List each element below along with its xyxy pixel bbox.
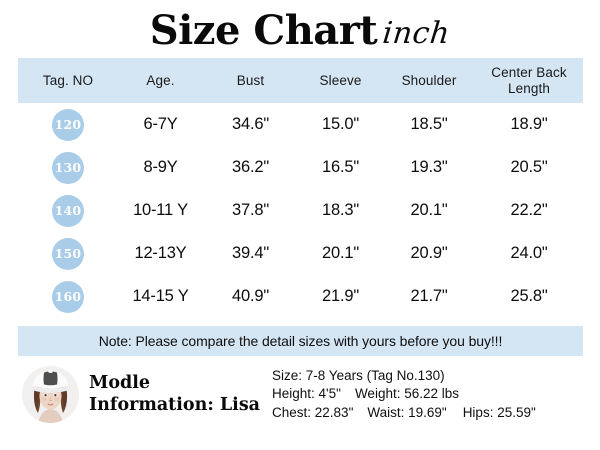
tag-no-cell: 120 (18, 108, 118, 141)
table-row: 160 14-15 Y 40.9" 21.9" 21.7" 25.8" (18, 275, 583, 318)
note-band: Note: Please compare the detail sizes wi… (18, 326, 583, 356)
model-portrait-icon (22, 366, 79, 423)
tag-badge: 130 (52, 151, 84, 184)
spec-size: Size: 7-8 Years (Tag No.130) (272, 368, 445, 384)
bust-cell: 40.9" (232, 287, 269, 305)
bust-cell: 37.8" (232, 201, 269, 219)
bust-cell: 39.4" (232, 244, 269, 262)
page-title-unit: inch (381, 16, 452, 51)
note-text: Note: Please compare the detail sizes wi… (98, 333, 503, 349)
page-title-main: Size Chart (149, 7, 378, 54)
shoulder-cell: 19.3" (410, 158, 448, 176)
spec-line-size: Size: 7-8 Years (Tag No.130) (272, 367, 536, 385)
tag-no-cell: 150 (18, 237, 118, 270)
age-cell: 12-13Y (134, 244, 187, 262)
spec-line-height-weight: Height: 4'5" Weight: 56.22 lbs (272, 385, 536, 403)
spec-hips: Hips: 25.59" (462, 404, 536, 420)
model-information-footer: Modle Information: Lisa Size: 7-8 Years … (0, 366, 600, 423)
spec-weight: Weight: 56.22 lbs (354, 386, 460, 402)
shoulder-cell: 18.5" (410, 115, 448, 133)
page-title: Size Chart inch (0, 0, 600, 58)
center-back-length-cell: 20.5" (510, 158, 548, 176)
tag-badge: 160 (52, 280, 84, 313)
table-row: 150 12-13Y 39.4" 20.1" 20.9" 24.0" (18, 232, 583, 275)
shoulder-cell: 20.1" (410, 201, 448, 219)
tag-badge: 140 (52, 194, 84, 227)
spec-waist: Waist: 19.69" (367, 404, 447, 420)
shoulder-cell: 21.7" (410, 287, 448, 305)
tag-no-cell: 140 (18, 194, 118, 227)
spec-line-chest-waist-hips: Chest: 22.83" Waist: 19.69" Hips: 25.59" (272, 404, 536, 422)
sleeve-cell: 20.1" (322, 244, 359, 262)
column-header-tag-no: Tag. NO (42, 72, 94, 88)
tag-badge: 120 (52, 108, 84, 141)
table-header-row: Tag. NO Age. Bust Sleeve Shoulder Center… (18, 58, 583, 103)
table-row: 130 8-9Y 36.2" 16.5" 19.3" 20.5" (18, 146, 583, 189)
size-chart-table: Tag. NO Age. Bust Sleeve Shoulder Center… (18, 58, 583, 318)
shoulder-cell: 20.9" (410, 244, 448, 262)
table-row: 120 6-7Y 34.6" 15.0" 18.5" 18.9" (18, 103, 583, 146)
model-label: Modle Information: Lisa (89, 373, 260, 417)
tag-no-cell: 160 (18, 280, 118, 313)
avatar (22, 366, 79, 423)
age-cell: 14-15 Y (132, 287, 189, 305)
column-header-shoulder: Shoulder (401, 72, 457, 88)
tag-no-cell: 130 (18, 151, 118, 184)
sleeve-cell: 15.0" (322, 115, 359, 133)
age-cell: 8-9Y (143, 158, 178, 176)
age-cell: 6-7Y (143, 115, 178, 133)
sleeve-cell: 18.3" (322, 201, 359, 219)
model-label-line1: Modle (89, 372, 151, 393)
sleeve-cell: 16.5" (322, 158, 359, 176)
column-header-age: Age. (146, 72, 175, 88)
spec-height: Height: 4'5" (272, 386, 341, 402)
tag-badge: 150 (52, 237, 84, 270)
column-header-bust: Bust (236, 72, 265, 88)
column-header-sleeve: Sleeve (319, 72, 362, 88)
bust-cell: 34.6" (232, 115, 269, 133)
column-header-center-back-length: Center Back Length (491, 65, 567, 96)
table-row: 140 10-11 Y 37.8" 18.3" 20.1" 22.2" (18, 189, 583, 232)
sleeve-cell: 21.9" (322, 287, 359, 305)
model-specs: Size: 7-8 Years (Tag No.130) Height: 4'5… (272, 367, 536, 422)
model-label-line2: Information: Lisa (89, 394, 261, 415)
center-back-length-cell: 24.0" (510, 244, 548, 262)
bust-cell: 36.2" (232, 158, 269, 176)
spec-chest: Chest: 22.83" (272, 404, 354, 420)
center-back-length-cell: 25.8" (510, 287, 548, 305)
age-cell: 10-11 Y (133, 201, 188, 219)
center-back-length-cell: 22.2" (510, 201, 548, 219)
center-back-length-cell: 18.9" (510, 115, 548, 133)
